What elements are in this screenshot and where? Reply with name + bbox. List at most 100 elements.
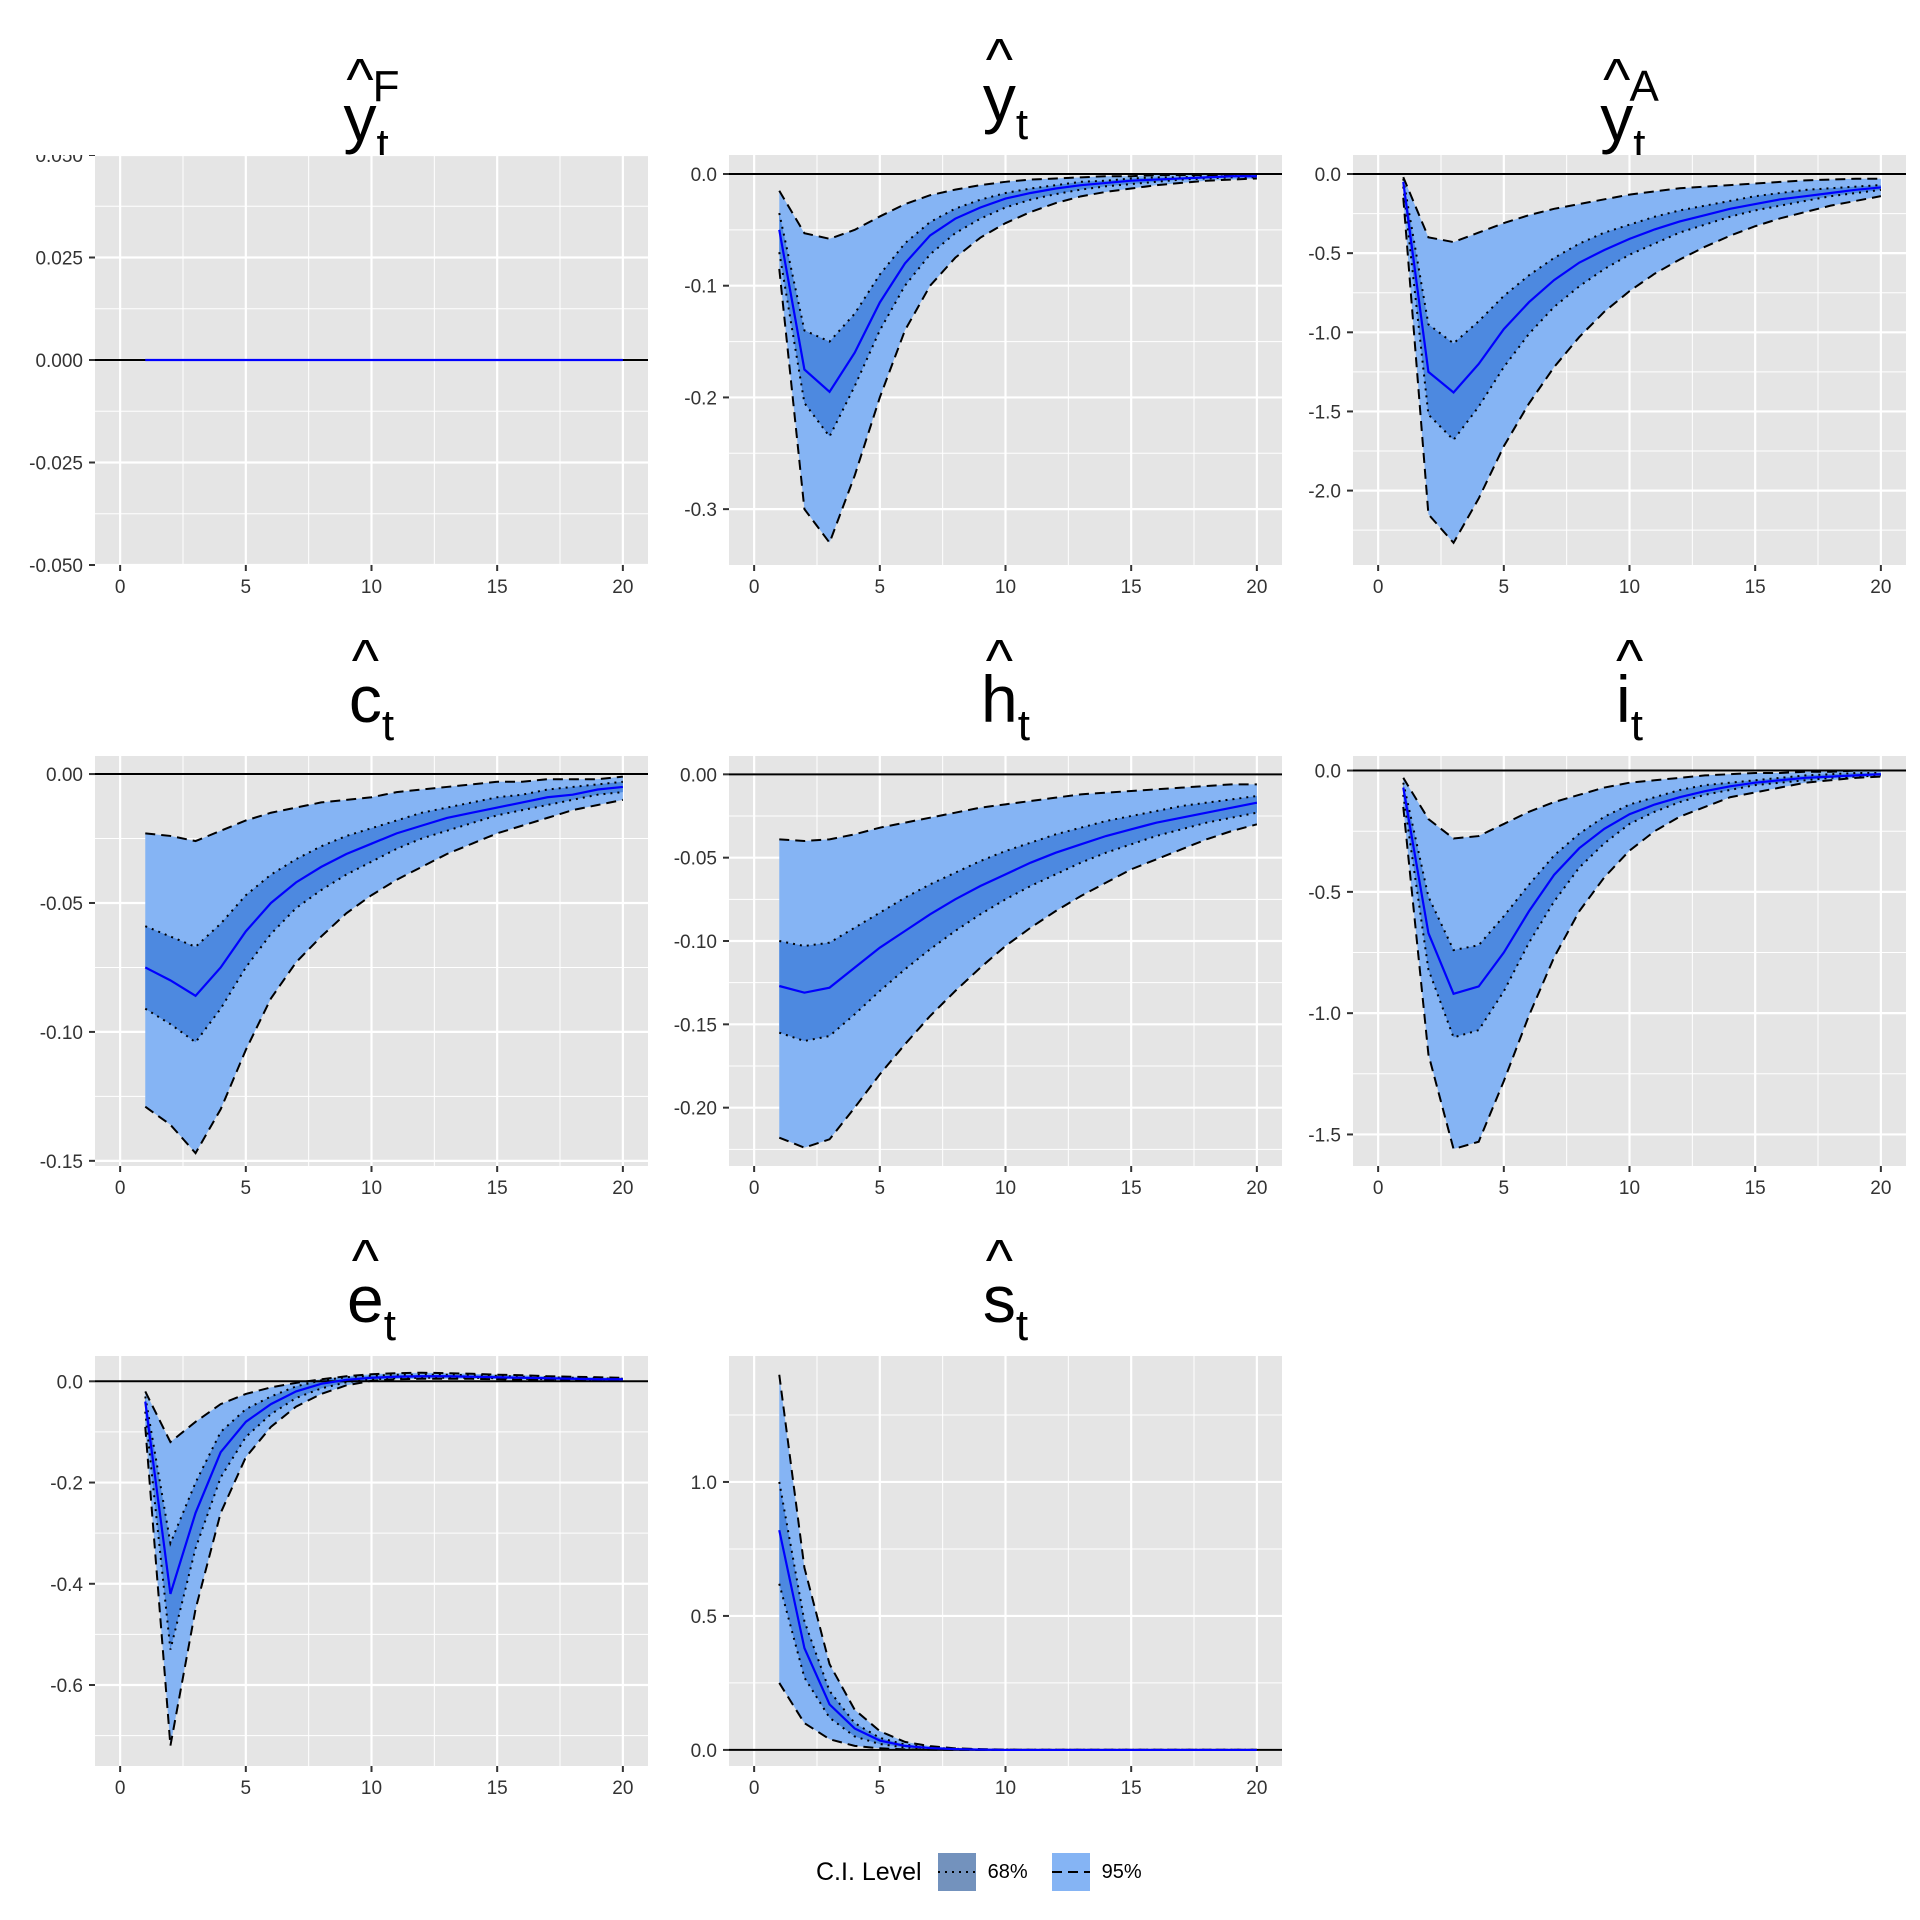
x-tick-label: 0 xyxy=(1373,577,1384,598)
title-superscript: F xyxy=(372,62,400,111)
y-tick-label: 0.0 xyxy=(1315,762,1341,783)
chart-panel-8: ^ st 0 5 10 15 20 0.0 0.5 1.0 xyxy=(634,1226,1287,1826)
y-tick-label: -0.10 xyxy=(674,932,717,953)
band-95 xyxy=(779,784,1257,1148)
band-95 xyxy=(1403,770,1881,1150)
x-tick-label: 5 xyxy=(241,1178,252,1199)
lower-68-line xyxy=(1402,774,1881,1039)
hat-accent: ^ xyxy=(351,628,379,693)
chart-title: ^ ytF xyxy=(95,51,648,167)
hat-accent: ^ xyxy=(1616,628,1644,693)
median-line xyxy=(1402,773,1881,996)
x-tick-label: 20 xyxy=(612,1778,633,1799)
y-tick-label: 0.0 xyxy=(691,1741,717,1762)
hat-accent: ^ xyxy=(1603,47,1631,112)
chart-panel-2: ^ yt 0 5 10 15 20 -0.3 -0.2 -0.1 0.0 xyxy=(634,25,1287,625)
x-tick-label: 5 xyxy=(1499,577,1510,598)
median-line xyxy=(1402,181,1881,394)
y-tick-label: -1.0 xyxy=(1308,1004,1341,1025)
median-line xyxy=(778,1529,1257,1752)
x-tick-label: 20 xyxy=(1870,1178,1891,1199)
x-tick-label: 5 xyxy=(241,1778,252,1799)
y-tick-label: 0.5 xyxy=(691,1607,717,1628)
y-tick-label: -0.15 xyxy=(674,1015,717,1036)
y-tick-label: -0.20 xyxy=(674,1099,717,1120)
y-tick-label: -1.5 xyxy=(1308,1125,1341,1146)
x-tick-label: 15 xyxy=(487,577,508,598)
upper-95-line xyxy=(1402,769,1881,840)
title-subscript: t xyxy=(1015,100,1029,149)
legend: C.I. Level 68% 95% xyxy=(816,1848,1164,1896)
x-tick-label: 15 xyxy=(1121,577,1142,598)
y-tick-label: 0.000 xyxy=(35,351,83,372)
chart-title: ^ ct xyxy=(95,632,648,748)
y-tick-label: -1.0 xyxy=(1308,323,1341,344)
plot-svg: 0 5 10 15 20 0.0 0.5 1.0 xyxy=(691,1356,1282,1799)
x-tick-label: 15 xyxy=(1121,1778,1142,1799)
x-tick-label: 0 xyxy=(749,1778,760,1799)
legend-label-68: 68% xyxy=(987,1860,1028,1883)
chart-title: ^ it xyxy=(1353,632,1906,750)
band-95 xyxy=(145,776,623,1154)
x-tick-label: 15 xyxy=(487,1178,508,1199)
upper-95-line xyxy=(145,775,623,843)
upper-68-line xyxy=(779,795,1257,948)
y-tick-label: 0.0 xyxy=(1315,165,1341,186)
plot-svg: 0 5 10 15 20 -2.0 -1.5 -1.0 -0.5 0.0 xyxy=(1308,155,1906,598)
median-line xyxy=(778,801,1258,994)
x-tick-label: 10 xyxy=(995,1178,1016,1199)
x-tick-label: 10 xyxy=(361,577,382,598)
y-tick-label: -0.2 xyxy=(50,1474,83,1495)
lower-95-line xyxy=(778,177,1257,545)
band-95 xyxy=(1403,177,1881,543)
chart-panel-4: ^ ct 0 5 10 15 20 -0.15 -0.10 -0.05 0.00 xyxy=(0,626,653,1226)
x-tick-label: 5 xyxy=(875,1178,886,1199)
title-symbol: e xyxy=(347,1262,384,1336)
band-68 xyxy=(779,796,1257,1041)
title-symbol: h xyxy=(981,662,1018,736)
lower-95-line xyxy=(778,823,1258,1149)
lower-68-line xyxy=(144,791,623,1044)
y-tick-label: 0.0 xyxy=(691,165,717,186)
chart-panel-3: ^ ytA 0 5 10 15 20 -2.0 -1.5 -1.0 -0.5 0.0 xyxy=(1258,25,1911,625)
lower-95-line xyxy=(144,1377,623,1746)
y-tick-label: 0.025 xyxy=(35,249,83,270)
x-tick-label: 20 xyxy=(1246,1178,1267,1199)
band-68 xyxy=(1403,178,1881,440)
y-tick-label: 0.00 xyxy=(46,765,83,786)
upper-95-line xyxy=(778,172,1257,240)
y-tick-label: -0.6 xyxy=(50,1676,83,1697)
chart-title: ^ yt xyxy=(729,31,1282,149)
plot-svg: 0 5 10 15 20 -0.6 -0.4 -0.2 0.0 xyxy=(50,1356,648,1799)
title-subscript: t xyxy=(383,1301,396,1350)
chart-title: ^ st xyxy=(729,1232,1282,1350)
hat-accent: ^ xyxy=(985,27,1013,92)
legend-label-95: 95% xyxy=(1101,1860,1142,1883)
y-tick-label: -0.2 xyxy=(684,388,717,409)
legend-key-68 xyxy=(935,1851,978,1893)
y-tick-label: 0.00 xyxy=(680,765,717,786)
title-subscript: t xyxy=(1015,1301,1029,1350)
y-tick-label: -0.10 xyxy=(40,1023,83,1044)
hat-accent: ^ xyxy=(985,1228,1013,1293)
x-tick-label: 10 xyxy=(361,1178,382,1199)
title-symbol: c xyxy=(348,662,382,736)
hat-accent: ^ xyxy=(351,1228,379,1293)
x-tick-label: 20 xyxy=(1246,1778,1267,1799)
median-line xyxy=(778,175,1257,394)
chart-title: ^ ht xyxy=(729,632,1282,748)
chart-panel-1: ^ ytF 0 5 10 15 20 -0.050 -0.025 0.000 0.025 0.050 xyxy=(0,25,653,625)
lower-95-line xyxy=(144,798,624,1155)
plot-svg: 0 5 10 15 20 -0.20 -0.15 -0.10 -0.05 0.00 xyxy=(674,756,1282,1199)
chart-title: ^ ytA xyxy=(1353,51,1906,167)
title-symbol: i xyxy=(1616,662,1631,736)
chart-title: ^ et xyxy=(95,1232,648,1350)
x-tick-label: 0 xyxy=(115,577,126,598)
x-tick-label: 15 xyxy=(1745,577,1766,598)
x-tick-label: 10 xyxy=(1619,1178,1640,1199)
upper-95-line xyxy=(779,783,1257,843)
x-tick-label: 20 xyxy=(612,577,633,598)
legend-key-95 xyxy=(1049,1851,1092,1893)
title-subscript: t xyxy=(1630,701,1643,750)
